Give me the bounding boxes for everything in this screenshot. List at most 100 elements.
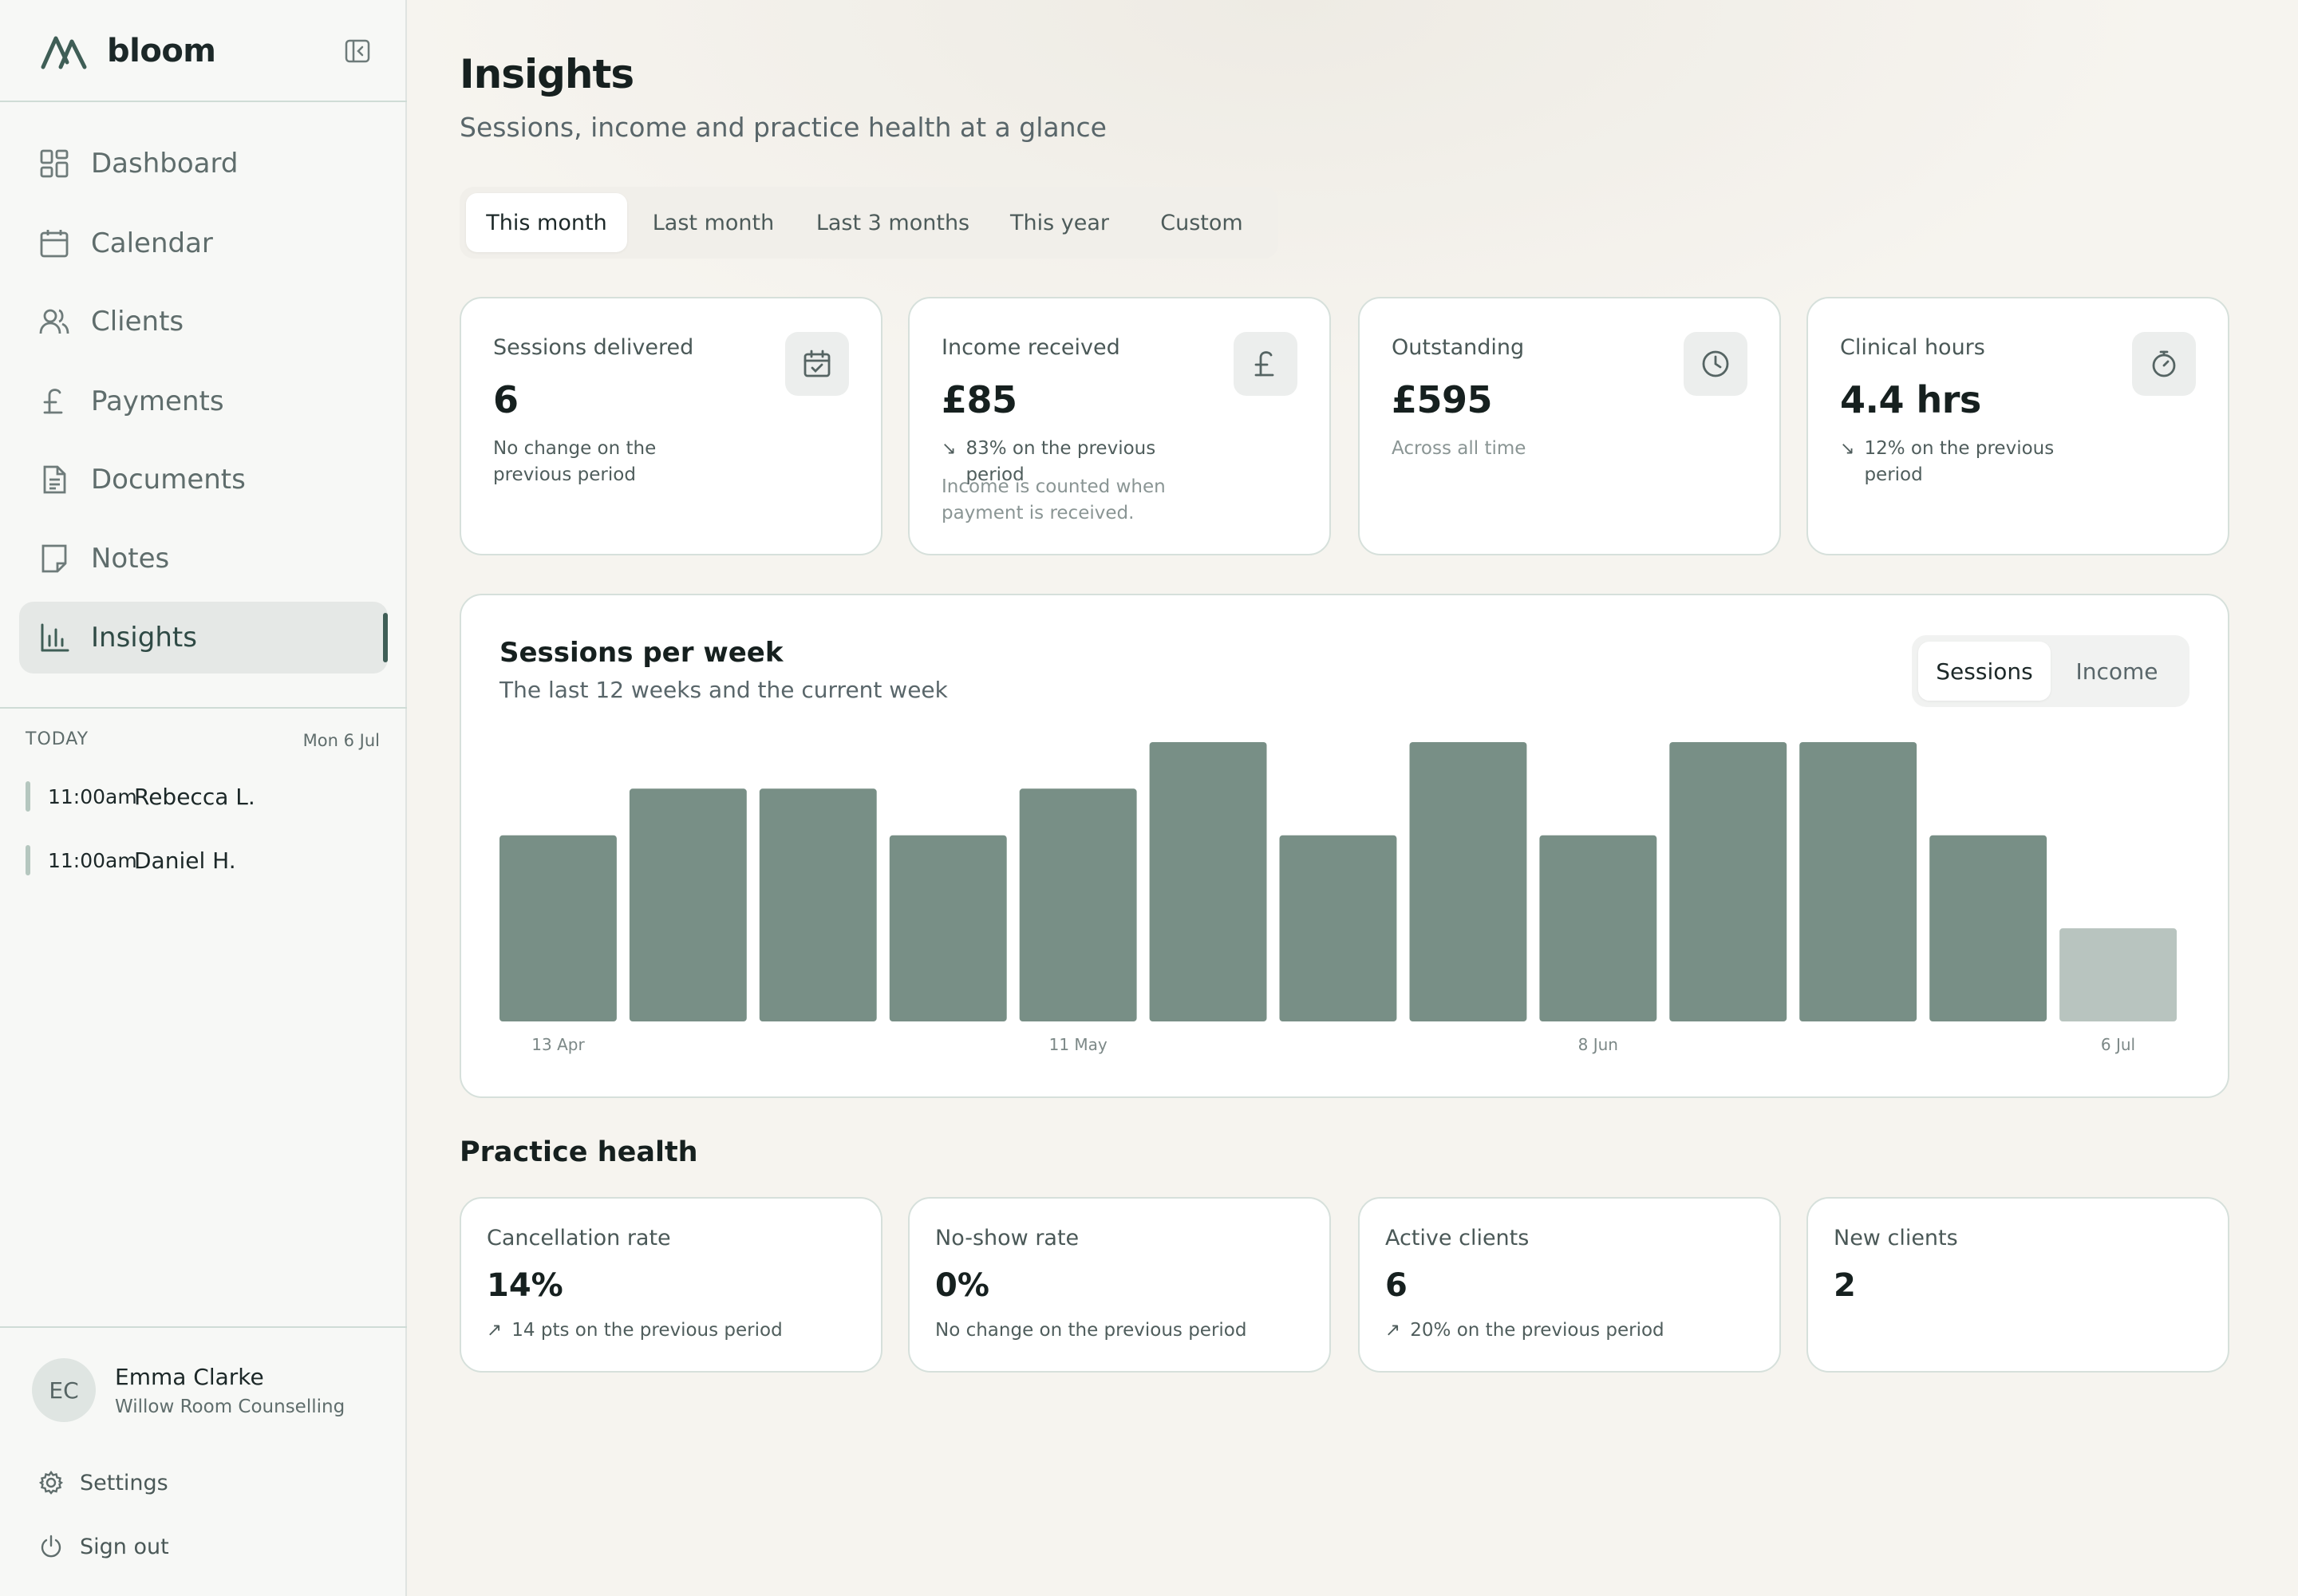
chart-bar-27-apr[interactable] <box>759 788 877 1021</box>
toggle-sessions[interactable]: Sessions <box>1918 642 2051 701</box>
toggle-income[interactable]: Income <box>2075 658 2158 685</box>
sidebar-item-label: Notes <box>91 543 170 575</box>
tab-this-year[interactable]: This year <box>1010 210 1109 235</box>
appointment-item[interactable]: 11:00am Daniel H. <box>26 844 236 876</box>
kpi-label: Clinical hours <box>1840 335 1985 360</box>
x-tick-label: 13 Apr <box>531 1035 585 1054</box>
stopwatch-icon <box>2152 350 2176 377</box>
tab-custom[interactable]: Custom <box>1160 210 1243 235</box>
chart-bar-20-apr[interactable] <box>629 788 747 1021</box>
brand[interactable]: bloom <box>40 29 216 73</box>
chart-bar-15-jun[interactable] <box>1669 742 1787 1021</box>
trend-down-icon: ↘ <box>942 439 957 459</box>
sidebar-item-notes[interactable]: Notes <box>19 523 388 595</box>
chart-bar-4-may[interactable] <box>889 835 1007 1021</box>
kpi-value: 4.4 hrs <box>1840 378 1981 421</box>
kpi-note: No change on the previous period <box>493 436 732 488</box>
chart-bar-1-jun[interactable] <box>1409 742 1527 1021</box>
sign-out-link[interactable]: Sign out <box>38 1534 169 1559</box>
pound-icon <box>1254 351 1274 377</box>
chart-bar-8-jun[interactable] <box>1539 835 1657 1021</box>
appointment-client: Rebecca L. <box>134 783 255 810</box>
sidebar-item-label: Dashboard <box>91 148 239 180</box>
metric-toggle: Sessions Income <box>1912 635 2189 707</box>
sidebar: bloom Dashboard Calendar Clients Payment… <box>0 0 407 1596</box>
sidebar-item-insights[interactable]: Insights <box>19 602 388 674</box>
appointment-marker <box>26 845 30 875</box>
health-value: 14% <box>487 1267 563 1304</box>
sign-out-label: Sign out <box>80 1534 169 1559</box>
bar-chart-icon <box>41 623 69 652</box>
app-name: bloom <box>107 33 216 69</box>
settings-label: Settings <box>80 1470 168 1495</box>
kpi-icon-tile <box>1234 332 1297 396</box>
chart-bar-11-may[interactable] <box>1019 788 1137 1021</box>
health-note-text: 14 pts on the previous period <box>511 1320 783 1341</box>
practice-health-title: Practice health <box>460 1136 698 1168</box>
chart-bar-22-jun[interactable] <box>1799 742 1917 1021</box>
tab-last-month[interactable]: Last month <box>652 210 775 235</box>
kpi-value: £595 <box>1392 378 1493 421</box>
pound-icon <box>43 389 63 414</box>
health-note-text: 20% on the previous period <box>1410 1320 1664 1341</box>
x-tick-label: 8 Jun <box>1578 1035 1618 1054</box>
sidebar-item-label: Calendar <box>91 227 213 259</box>
x-tick-label: 6 Jul <box>2101 1035 2135 1054</box>
today-date: Mon 6 Jul <box>302 731 380 750</box>
tab-last-3-months[interactable]: Last 3 months <box>815 210 970 235</box>
clients-icon <box>39 309 69 334</box>
appointment-marker <box>26 781 30 812</box>
user-profile[interactable]: EC Emma Clarke Willow Room Counselling <box>32 1358 345 1422</box>
sidebar-item-clients[interactable]: Clients <box>19 286 388 358</box>
trend-up-icon: ↗ <box>487 1320 503 1341</box>
kpi-note: ↘ 83% on the previous period <box>942 436 1213 488</box>
clock-icon <box>1702 350 1729 377</box>
chart-subtitle: The last 12 weeks and the current week <box>499 677 948 703</box>
sidebar-item-label: Clients <box>91 306 184 338</box>
sidebar-item-label: Insights <box>91 622 197 654</box>
calendar-icon <box>40 230 69 258</box>
page-subtitle: Sessions, income and practice health at … <box>460 112 1107 143</box>
chart-bar-25-may[interactable] <box>1279 835 1397 1021</box>
x-tick-label: 11 May <box>1049 1035 1108 1054</box>
collapse-sidebar-icon[interactable] <box>343 37 372 65</box>
page-title: Insights <box>460 51 634 97</box>
dashboard-icon <box>40 149 69 178</box>
health-label: New clients <box>1834 1226 1958 1250</box>
bloom-logo-icon <box>41 36 87 69</box>
kpi-note-text: 83% on the previous period <box>965 438 1156 485</box>
kpi-note-text: Across all time <box>1392 438 1526 459</box>
power-icon <box>41 1535 61 1558</box>
kpi-note-text: 12% on the previous period <box>1864 438 2055 485</box>
appointment-item[interactable]: 11:00am Rebecca L. <box>26 780 255 812</box>
chart-bar-18-may[interactable] <box>1149 742 1267 1021</box>
sidebar-item-label: Documents <box>91 464 246 496</box>
avatar: EC <box>32 1358 96 1422</box>
chart-bar-29-jun[interactable] <box>1929 835 2047 1021</box>
sidebar-item-documents[interactable]: Documents <box>19 444 388 516</box>
settings-link[interactable]: Settings <box>38 1470 168 1495</box>
appointment-client: Daniel H. <box>134 847 236 874</box>
sidebar-item-calendar[interactable]: Calendar <box>19 207 388 279</box>
tab-this-month[interactable]: This month <box>466 193 627 252</box>
user-name: Emma Clarke <box>115 1363 264 1390</box>
period-tabs: This month Last month Last 3 months This… <box>460 187 1278 259</box>
chart-title: Sessions per week <box>499 637 784 669</box>
health-note-text: No change on the previous period <box>935 1320 1247 1341</box>
kpi-label: Outstanding <box>1392 335 1525 360</box>
kpi-label: Income received <box>942 335 1120 360</box>
kpi-value: £85 <box>942 378 1017 421</box>
sidebar-item-dashboard[interactable]: Dashboard <box>19 128 388 200</box>
health-note: ↗ 20% on the previous period <box>1385 1320 1664 1341</box>
note-icon <box>41 544 67 573</box>
health-card-active-clients: Active clients 6 ↗ 20% on the previous p… <box>1358 1197 1781 1373</box>
chart-bar-6-jul[interactable] <box>2059 928 2177 1021</box>
divider <box>0 707 407 709</box>
kpi-explanation: Income is counted when payment is receiv… <box>942 476 1166 523</box>
appointment-time: 11:00am <box>48 784 137 808</box>
chart-panel: Sessions per week The last 12 weeks and … <box>460 594 2229 1098</box>
divider <box>0 101 407 102</box>
health-value: 6 <box>1385 1267 1408 1304</box>
sidebar-item-payments[interactable]: Payments <box>19 365 388 437</box>
chart-bar-13-apr[interactable] <box>499 835 617 1021</box>
